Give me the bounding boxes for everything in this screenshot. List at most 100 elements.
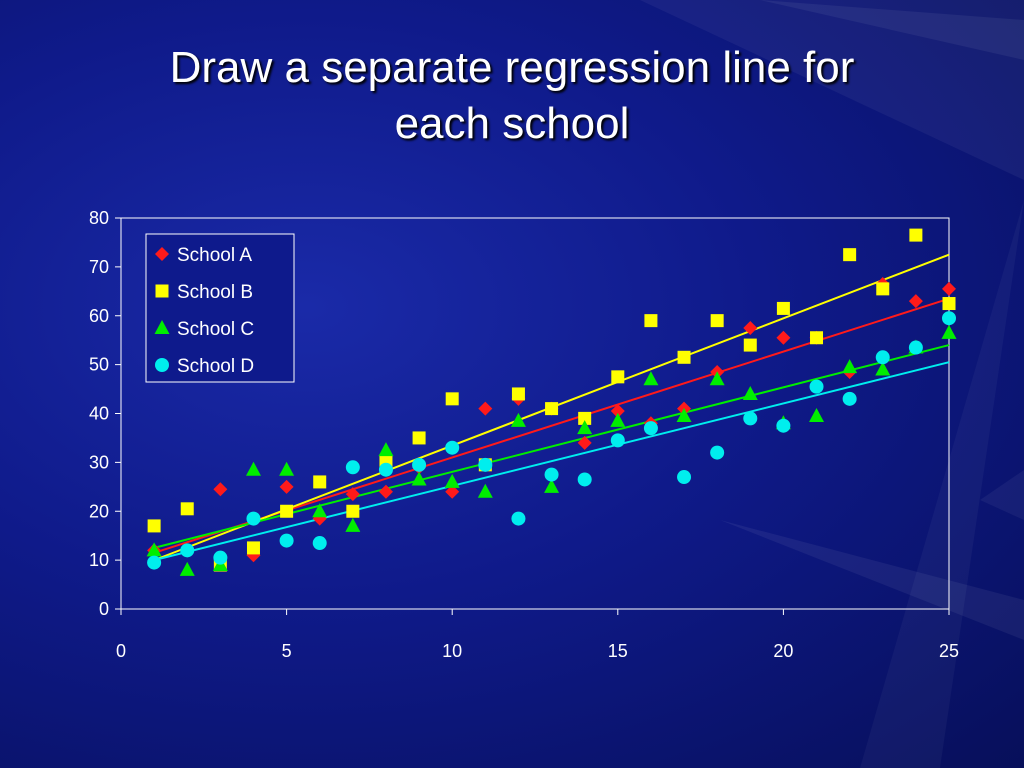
x-tick-label: 10 (442, 641, 462, 661)
point-school-b (942, 297, 956, 311)
point-school-a (776, 330, 791, 345)
point-school-c (544, 478, 560, 493)
point-school-c (245, 461, 261, 476)
point-school-c (577, 420, 593, 435)
point-school-b (180, 502, 194, 516)
legend-label-school-a: School A (177, 245, 252, 266)
point-school-b (644, 314, 658, 328)
point-school-b (710, 314, 724, 328)
y-tick-label: 70 (89, 257, 109, 277)
legend-label-school-d: School D (177, 356, 254, 377)
point-school-c (411, 471, 427, 486)
y-tick-label: 60 (89, 306, 109, 326)
point-school-d (213, 550, 228, 565)
point-school-c (875, 361, 891, 376)
point-school-d (180, 543, 195, 558)
y-tick-label: 20 (89, 501, 109, 521)
y-tick-label: 80 (89, 208, 109, 228)
point-school-c (146, 542, 162, 557)
y-tick-label: 30 (89, 452, 109, 472)
point-school-b (611, 370, 625, 384)
point-school-a (213, 482, 228, 497)
point-school-c (941, 324, 957, 339)
point-school-d (743, 411, 758, 426)
point-school-b (412, 431, 426, 445)
point-school-b (147, 519, 161, 533)
point-school-c (842, 359, 858, 374)
title-line-1: Draw a separate regression line for (169, 43, 855, 92)
point-school-d (345, 460, 360, 475)
point-school-c (510, 412, 526, 427)
y-tick-label: 40 (89, 404, 109, 424)
point-school-d (809, 379, 824, 394)
point-school-b (511, 387, 525, 401)
point-school-d (875, 350, 890, 365)
point-school-a (743, 320, 758, 335)
point-school-b (909, 228, 923, 242)
point-school-c (742, 385, 758, 400)
legend-marker-school-b (155, 284, 169, 298)
point-school-d (677, 470, 692, 485)
point-school-b (843, 248, 857, 262)
point-school-b (280, 504, 294, 518)
point-school-d (577, 472, 592, 487)
point-school-c (312, 503, 328, 518)
x-tick-label: 20 (773, 641, 793, 661)
point-school-b (743, 338, 757, 352)
point-school-b (810, 331, 824, 345)
x-tick-label: 25 (939, 641, 959, 661)
point-school-c (809, 407, 825, 422)
point-school-d (378, 462, 393, 477)
point-school-b (313, 475, 327, 489)
point-school-c (610, 412, 626, 427)
point-school-b (346, 504, 360, 518)
point-school-b (246, 541, 260, 555)
legend-label-school-c: School C (177, 319, 254, 340)
point-school-c (179, 561, 195, 576)
point-school-a (279, 479, 294, 494)
point-school-a (345, 487, 360, 502)
legend-marker-school-d (155, 358, 169, 372)
y-tick-label: 10 (89, 550, 109, 570)
point-school-d (478, 457, 493, 472)
point-school-d (942, 311, 956, 326)
point-school-c (378, 442, 394, 457)
point-school-d (544, 467, 559, 482)
point-school-b (578, 411, 592, 425)
point-school-d (147, 555, 162, 570)
legend-marker-school-a (155, 247, 169, 261)
point-school-a (478, 401, 493, 416)
point-school-d (610, 433, 625, 448)
point-school-b (445, 392, 459, 406)
point-school-b (545, 402, 559, 416)
y-tick-label: 50 (89, 355, 109, 375)
x-tick-label: 15 (608, 641, 628, 661)
x-tick-label: 0 (116, 641, 126, 661)
point-school-b (677, 350, 691, 364)
point-school-b (776, 301, 790, 315)
y-tick-label: 0 (99, 599, 109, 619)
legend-marker-school-c (154, 320, 170, 334)
legend (145, 233, 295, 383)
point-school-d (710, 445, 725, 460)
point-school-c (477, 483, 493, 498)
slide-title: Draw a separate regression line for each… (0, 40, 1024, 152)
point-school-d (312, 536, 327, 551)
regression-line-school-d (153, 361, 950, 562)
point-school-d (643, 421, 658, 436)
point-school-d (445, 440, 460, 455)
point-school-d (511, 511, 526, 526)
point-school-c (676, 407, 692, 422)
point-school-d (908, 340, 923, 355)
point-school-d (842, 391, 857, 406)
point-school-a (445, 484, 460, 499)
point-school-a (942, 281, 956, 296)
point-school-b (876, 282, 890, 296)
legend-label-school-b: School B (177, 282, 253, 303)
point-school-a (378, 484, 393, 499)
point-school-d (246, 511, 261, 526)
x-tick-label: 5 (282, 641, 292, 661)
point-school-c (643, 371, 659, 386)
point-school-a (908, 294, 923, 309)
